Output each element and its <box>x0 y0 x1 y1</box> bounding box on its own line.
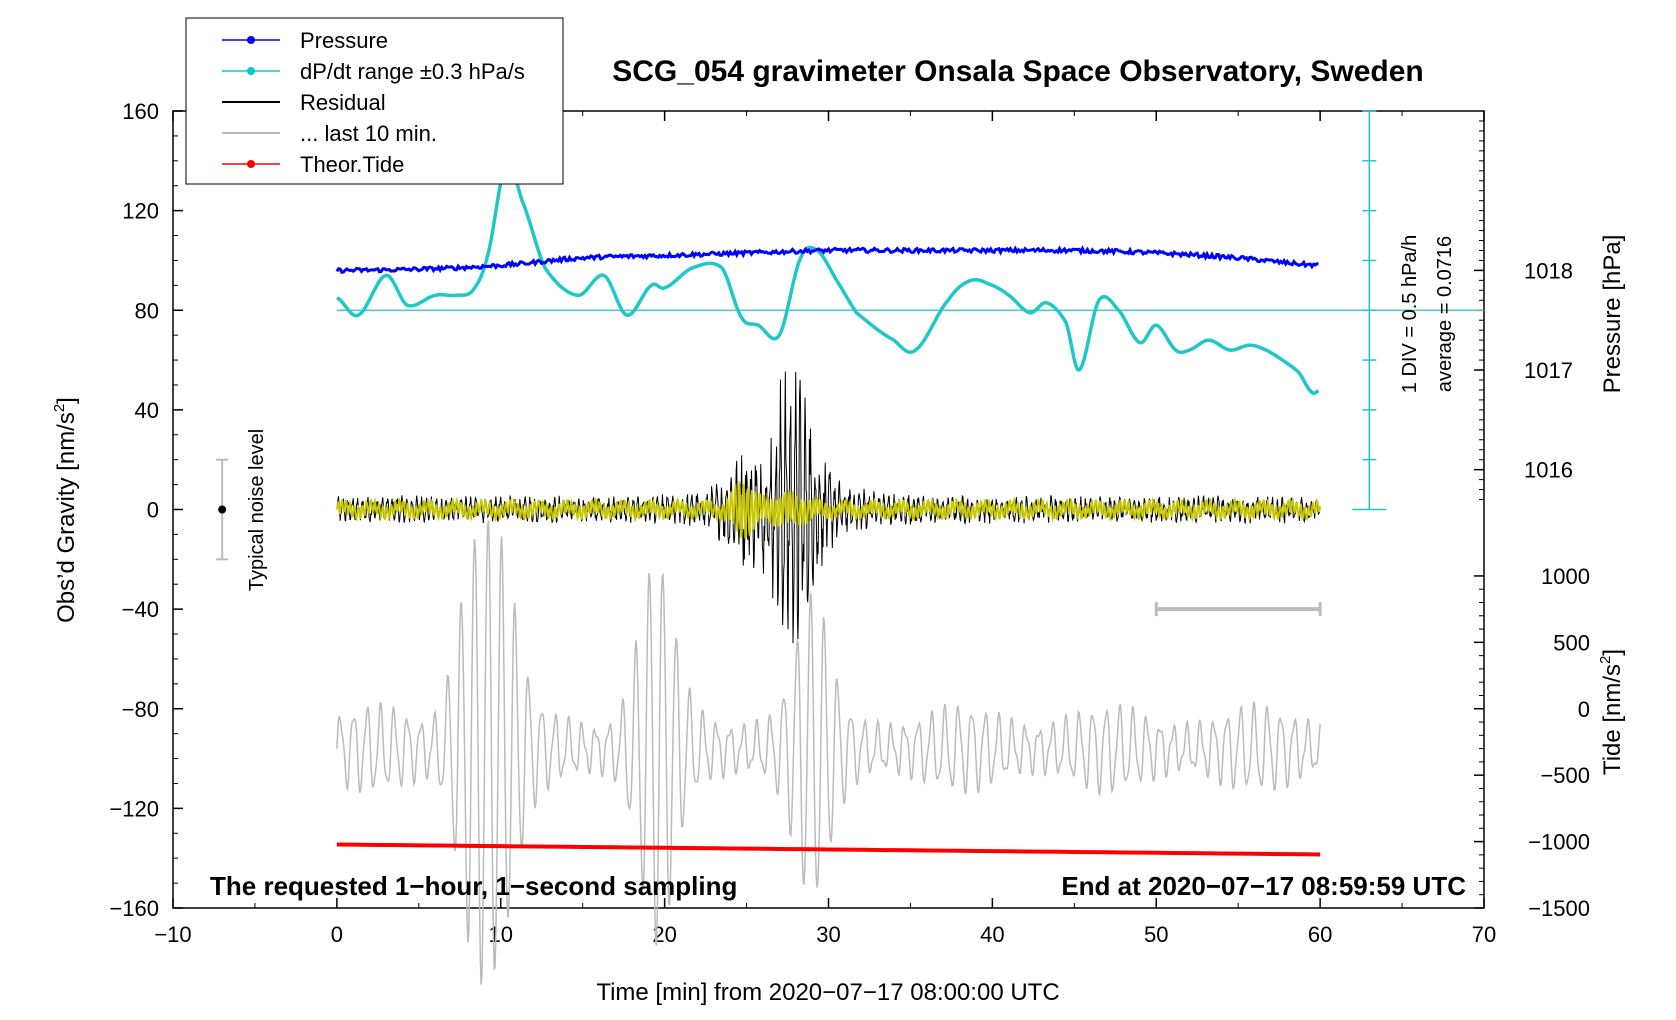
dpdt-average-label: average = 0.0716 <box>1434 236 1456 392</box>
y-tick-label: 40 <box>135 398 159 423</box>
legend: Pressure dP/dt range ±0.3 hPa/s Residual… <box>185 17 564 185</box>
y-tick-label: −40 <box>122 597 159 622</box>
dpdt-scale-label: 1 DIV = 0.5 hPa/h <box>1399 235 1421 393</box>
legend-label-residual: Residual <box>300 90 386 115</box>
legend-marker-tide <box>247 160 255 168</box>
legend-marker-pressure <box>247 36 255 44</box>
pressure-axis-label: Pressure [hPa] <box>1599 235 1626 394</box>
legend-label-tide: Theor.Tide <box>300 152 404 177</box>
y-tick-label: 80 <box>135 298 159 323</box>
series-layer <box>335 162 1322 985</box>
theor-tide-line <box>336 842 1321 857</box>
tide-axis-label-main: Tide [nm/s <box>1599 664 1626 775</box>
residual-line <box>336 371 1321 643</box>
tide-tick-label: −1000 <box>1528 830 1590 855</box>
pressure-tick-label: 1018 <box>1524 258 1573 283</box>
annotation-end-time: End at 2020−07−17 08:59:59 UTC <box>1061 871 1466 901</box>
last-10-min-line <box>336 520 1321 985</box>
x-tick-label: 70 <box>1472 922 1496 947</box>
y-tick-label: −80 <box>122 697 159 722</box>
left-axis-label-main: Obs’d Gravity [nm/s <box>53 412 80 623</box>
left-axis-label-end: ] <box>53 397 80 404</box>
pressure-tick-label: 1017 <box>1524 358 1573 383</box>
tide-tick-label: 500 <box>1553 630 1590 655</box>
tide-tick-label: 1000 <box>1541 564 1590 589</box>
tide-axis-label: Tide [nm/s2] <box>1597 649 1626 775</box>
residual-smoothed-line <box>335 481 1322 539</box>
x-tick-label: 40 <box>980 922 1004 947</box>
pressure-tick-label: 1016 <box>1524 458 1573 483</box>
noise-level-label: Typical noise level <box>246 429 268 591</box>
tide-axis-label-end: ] <box>1599 649 1626 656</box>
tide-tick-label: −1500 <box>1528 896 1590 921</box>
y-tick-label: 120 <box>122 199 159 224</box>
x-tick-label: 60 <box>1308 922 1332 947</box>
y-tick-label: −120 <box>109 796 159 821</box>
y-tick-label: −160 <box>109 896 159 921</box>
pressure-line <box>335 245 1319 274</box>
tide-axis-label-sup: 2 <box>1597 656 1614 664</box>
x-axis-label: Time [min] from 2020−07−17 08:00:00 UTC <box>596 979 1059 1006</box>
left-axis-label: Obs’d Gravity [nm/s2] <box>51 397 80 623</box>
legend-marker-dpdt <box>247 67 255 75</box>
y-tick-label: 160 <box>122 99 159 124</box>
chart-title: SCG_054 gravimeter Onsala Space Observat… <box>612 55 1424 88</box>
legend-label-last10: ... last 10 min. <box>300 121 437 146</box>
annotation-sampling: The requested 1−hour, 1−second sampling <box>210 871 737 901</box>
x-tick-label: 30 <box>816 922 840 947</box>
x-tick-label: 0 <box>331 922 343 947</box>
legend-label-dpdt: dP/dt range ±0.3 hPa/s <box>300 59 525 84</box>
x-tick-label: 10 <box>489 922 513 947</box>
x-tick-label: −10 <box>154 922 191 947</box>
extras-layer <box>216 110 1484 617</box>
dpdt-line <box>336 162 1320 396</box>
axis-ticks: −10 0 10 20 30 40 50 60 7016012080400−40−80−120−… <box>109 99 1590 947</box>
left-axis-label-sup: 2 <box>51 404 68 412</box>
tide-tick-label: 0 <box>1578 697 1590 722</box>
noise-center-dot <box>218 505 227 514</box>
tide-tick-label: −500 <box>1540 763 1590 788</box>
legend-label-pressure: Pressure <box>300 28 388 53</box>
x-tick-label: 50 <box>1144 922 1168 947</box>
y-tick-label: 0 <box>147 498 159 523</box>
